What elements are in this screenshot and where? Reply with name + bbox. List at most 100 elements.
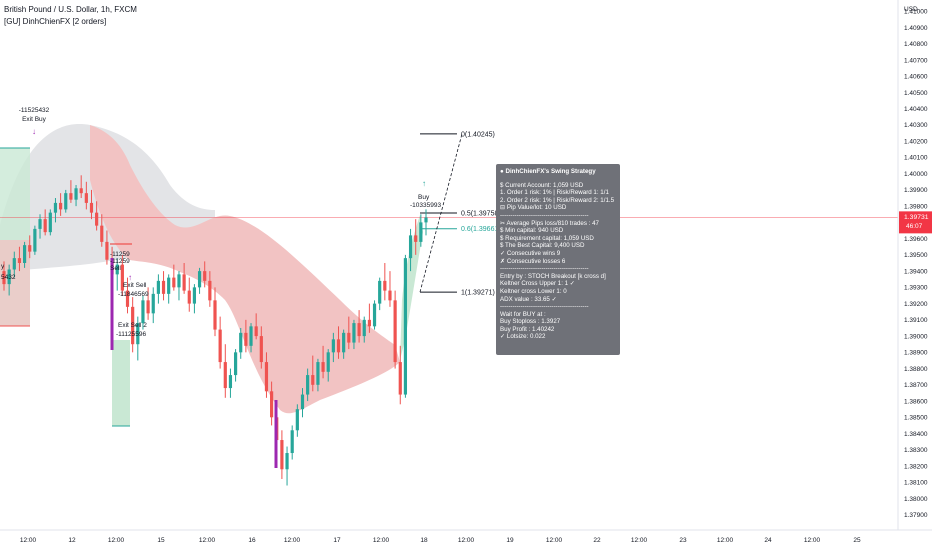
buy-label: Buy bbox=[418, 194, 430, 201]
y-tick-label: 1.40200 bbox=[904, 138, 928, 145]
x-tick-label: 12:00 bbox=[546, 537, 563, 544]
info-line: $ Current Account: 1,059 USD bbox=[500, 181, 584, 189]
left-tag: y bbox=[1, 263, 5, 270]
x-tick-label: 18 bbox=[420, 537, 428, 544]
candle-body bbox=[388, 290, 392, 301]
fib-level-label: 0.5(1.39758) bbox=[461, 210, 501, 217]
info-line: Buy Stoploss : 1.3927 bbox=[500, 318, 561, 326]
info-line: Entry by : STOCH Breakout [k cross d] bbox=[500, 272, 606, 280]
candle-body bbox=[213, 300, 217, 330]
exit-sell-2-label: Exit Sell 2 bbox=[118, 322, 147, 329]
candle-body bbox=[321, 362, 325, 372]
fib-level-label: 0(1.40245) bbox=[461, 131, 495, 138]
exit-buy-id: -11525432 bbox=[19, 107, 50, 114]
info-line: ✂ Average Pips loss/810 trades : 47 bbox=[500, 219, 599, 227]
candle-body bbox=[141, 300, 145, 324]
info-line: ----------------------------------------… bbox=[500, 211, 589, 219]
info-line: ✗ Consecutive losses 6 bbox=[500, 257, 566, 265]
candle-body bbox=[74, 188, 78, 200]
candle-body bbox=[177, 274, 181, 288]
candle-body bbox=[249, 326, 253, 346]
y-tick-label: 1.40000 bbox=[904, 171, 928, 178]
candle-body bbox=[28, 245, 32, 252]
indicator-legend[interactable]: [GU] DinhChienFX [2 orders] bbox=[4, 17, 107, 26]
x-tick-label: 12:00 bbox=[804, 537, 821, 544]
candle-body bbox=[311, 375, 315, 385]
candle-body bbox=[84, 193, 88, 203]
y-tick-label: 1.38100 bbox=[904, 480, 928, 487]
x-tick-label: 23 bbox=[679, 537, 687, 544]
info-line: ----------------------------------------… bbox=[500, 265, 589, 273]
price-tag-value: 1.39731 bbox=[904, 214, 929, 221]
x-tick-label: 19 bbox=[506, 537, 514, 544]
candle-body bbox=[336, 339, 341, 353]
candle-body bbox=[270, 391, 274, 418]
y-tick-label: 1.40500 bbox=[904, 90, 928, 97]
candle-body bbox=[352, 323, 356, 343]
candle-body bbox=[393, 300, 397, 363]
candle-body bbox=[367, 319, 371, 327]
x-tick-label: 12:00 bbox=[20, 537, 37, 544]
x-tick-label: 25 bbox=[853, 537, 861, 544]
candle-body bbox=[208, 280, 212, 301]
candle-body bbox=[187, 290, 191, 304]
x-tick-label: 12:00 bbox=[717, 537, 734, 544]
info-line: 2. Order 2 risk: 1% | Risk/Reward 2: 1/1… bbox=[500, 196, 615, 204]
candle-body bbox=[69, 193, 73, 200]
y-tick-label: 1.40800 bbox=[904, 41, 928, 48]
candle-body bbox=[79, 188, 83, 194]
candle-body bbox=[285, 453, 289, 470]
candle-body bbox=[233, 352, 238, 376]
y-tick-label: 1.39900 bbox=[904, 187, 928, 194]
trade-zones bbox=[0, 147, 132, 427]
x-tick-label: 12:00 bbox=[199, 537, 216, 544]
y-tick-label: 1.38600 bbox=[904, 398, 928, 405]
candle-body bbox=[136, 323, 140, 345]
candle-body bbox=[38, 219, 42, 229]
candle-body bbox=[362, 319, 366, 337]
candle-body bbox=[383, 280, 387, 291]
y-tick-label: 1.39800 bbox=[904, 203, 928, 210]
x-tick-label: 12:00 bbox=[108, 537, 125, 544]
x-tick-label: 16 bbox=[248, 537, 256, 544]
exit-sell-label: Exit Sell bbox=[123, 282, 147, 289]
candle-body bbox=[197, 271, 202, 288]
info-line: $ Requirement capital: 1,059 USD bbox=[500, 234, 594, 242]
candle-body bbox=[59, 202, 63, 210]
left-id: 5432 bbox=[1, 274, 16, 281]
candle-body bbox=[172, 277, 176, 288]
candle-body bbox=[17, 258, 22, 263]
candle-body bbox=[53, 202, 58, 213]
candle-body bbox=[414, 235, 418, 242]
y-tick-label: 1.38300 bbox=[904, 447, 928, 454]
y-tick-label: 1.39100 bbox=[904, 317, 928, 324]
exit-sell-arrow-icon: ↑ bbox=[128, 273, 132, 282]
candle-body bbox=[12, 258, 16, 270]
y-tick-label: 1.38000 bbox=[904, 496, 928, 503]
candle-body bbox=[48, 212, 52, 233]
candle-body bbox=[280, 440, 284, 470]
candle-body bbox=[295, 409, 299, 431]
candle-body bbox=[378, 280, 382, 304]
candle-body bbox=[347, 332, 351, 343]
time-axis[interactable]: 12:00 12 12:00 15 12:00 16 12:00 17 12:00 18 12:00… bbox=[0, 529, 932, 544]
y-tick-label: 1.39000 bbox=[904, 333, 928, 340]
candle-body bbox=[372, 303, 377, 327]
chart-title: British Pound / U.S. Dollar, 1h, FXCM bbox=[4, 5, 137, 14]
x-tick-label: 12 bbox=[68, 537, 76, 544]
candle-body bbox=[254, 326, 258, 337]
y-tick-label: 1.41000 bbox=[904, 9, 928, 16]
info-line: 1. Order 1 risk: 1% | Risk/Reward 1: 1/1 bbox=[500, 189, 609, 197]
price-tag-countdown: 46:07 bbox=[906, 223, 923, 230]
candle-body bbox=[22, 245, 27, 263]
fibonacci-levels: 0(1.40245) 0.5(1.39758) 0.6(1.39661) 1(1.39… bbox=[419, 131, 501, 297]
candle-body bbox=[264, 362, 269, 392]
fib-diagonal bbox=[419, 133, 463, 293]
candle-body bbox=[151, 293, 155, 314]
candle-body bbox=[146, 300, 150, 314]
candle-body bbox=[403, 258, 408, 395]
price-tag-bg bbox=[899, 211, 932, 234]
